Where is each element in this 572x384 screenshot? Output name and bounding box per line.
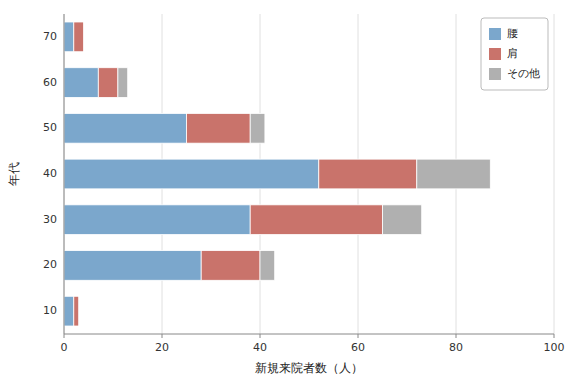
x-tick [358,334,359,338]
bar [417,159,491,189]
x-tick-label: 80 [449,341,463,354]
bar [64,205,250,235]
bar [118,68,128,98]
x-tick [456,334,457,338]
x-axis-line [64,334,554,335]
bar [319,159,417,189]
y-axis-line [64,14,65,334]
grid-line [64,14,65,334]
bar [64,296,74,326]
legend-label: 肩 [507,47,518,60]
y-tick-label: 50 [43,121,57,134]
x-tick [162,334,163,338]
y-tick-label: 70 [43,30,57,43]
x-tick [260,334,261,338]
x-tick-label: 60 [351,341,365,354]
x-tick [554,334,555,338]
bar [74,296,79,326]
axes: 0 20 40 60 80 100 10 20 30 40 50 60 70 [43,14,565,354]
chart: 0 20 40 60 80 100 10 20 30 40 50 60 70 新規来院者数（人） 年代 腰肩そ… [0,0,572,384]
bar [201,251,260,281]
y-tick-label: 20 [43,258,57,271]
bar [64,113,187,143]
legend-swatch [489,68,501,80]
y-tick-label: 40 [43,167,57,180]
bar [64,251,201,281]
grid-line [554,14,555,334]
y-tick-label: 30 [43,213,57,226]
x-tick-label: 0 [61,341,68,354]
bar [98,68,118,98]
bar [64,68,98,98]
legend-swatch [489,28,501,40]
y-tick-label: 60 [43,76,57,89]
bar [83,22,84,52]
grid [64,14,554,334]
bar [250,205,382,235]
legend: 腰肩その他 [481,18,548,90]
y-axis-label: 年代 [7,162,21,186]
legend-box [481,18,548,90]
x-tick-label: 40 [253,341,267,354]
x-axis-label: 新規来院者数（人） [255,361,363,375]
bar [64,22,74,52]
x-tick-label: 20 [155,341,169,354]
bar [187,113,251,143]
legend-swatch [489,48,501,60]
bar [78,296,79,326]
legend-label: その他 [507,67,540,80]
legend-label: 腰 [507,27,518,40]
x-tick-label: 100 [544,341,565,354]
bar [260,251,275,281]
x-tick [64,334,65,338]
bar [74,22,84,52]
y-tick-label: 10 [43,304,57,317]
bar [383,205,422,235]
bars [64,22,490,326]
bar [250,113,265,143]
bar [64,159,319,189]
